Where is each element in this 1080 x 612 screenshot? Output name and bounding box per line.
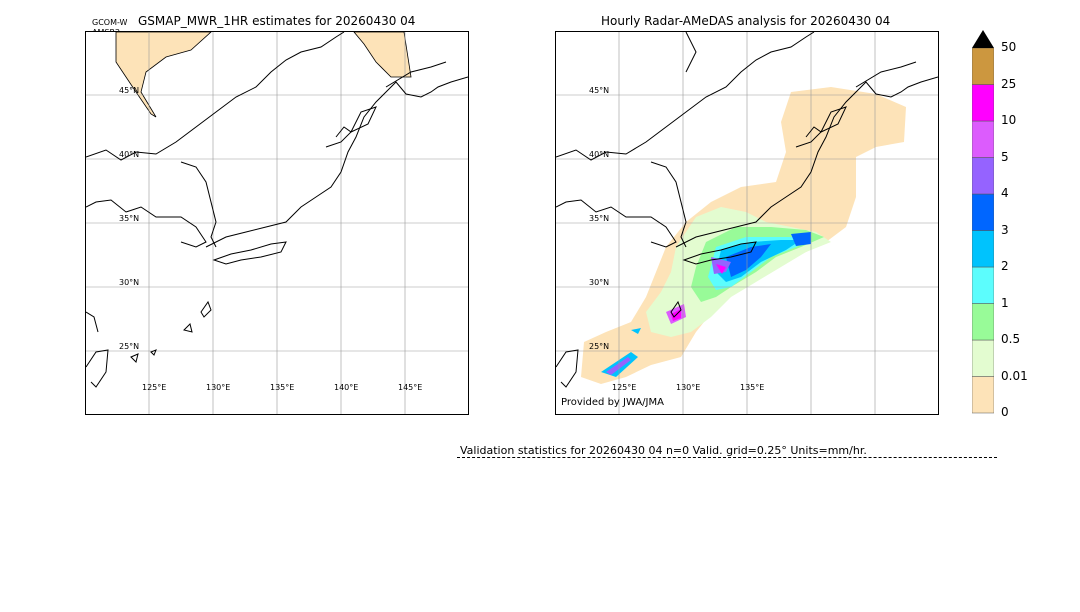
left-lat-label-35: 35°N: [119, 214, 139, 223]
precip-area-north-east: [353, 32, 412, 78]
left-lat-label-40: 40°N: [119, 150, 139, 159]
right-lat-label-30: 30°N: [589, 278, 609, 287]
right-grid: [556, 32, 938, 414]
colorbar-band: [972, 157, 994, 195]
left-coastlines: [86, 32, 468, 388]
colorbar-band: [972, 303, 994, 341]
precip-4-zone: [726, 244, 771, 277]
precip-small-cell: [631, 328, 641, 334]
left-map-svg: 45°N 40°N 35°N 30°N 25°N 125°E 130°E 135…: [86, 32, 468, 414]
colorbar-band: [972, 47, 994, 85]
right-lat-label-25: 25°N: [589, 342, 609, 351]
colorbar-tick-label: 0.5: [1001, 332, 1021, 346]
colorbar-over-arrow: [972, 30, 994, 48]
left-lon-label-135: 135°E: [270, 383, 294, 392]
left-lat-label-25: 25°N: [119, 342, 139, 351]
left-lon-label-125: 125°E: [142, 383, 166, 392]
left-lon-label-145: 145°E: [398, 383, 422, 392]
colorbar-tick-label: 0: [1001, 405, 1009, 419]
colorbar-tick-label: 1: [1001, 295, 1009, 310]
colorbar-bands: [972, 47, 994, 414]
colorbar-tick-label: 5: [1001, 149, 1009, 164]
colorbar: [972, 30, 994, 414]
colorbar-band: [972, 120, 994, 158]
right-map-svg: 45°N 40°N 35°N 30°N 25°N 125°E 130°E 135…: [556, 32, 938, 414]
right-coastlines: [556, 32, 938, 388]
left-map-title: GSMAP_MWR_1HR estimates for 20260430 04: [138, 14, 416, 28]
colorbar-band: [972, 230, 994, 268]
left-lat-label-45: 45°N: [119, 86, 139, 95]
colorbar-band: [972, 193, 994, 231]
colorbar-band: [972, 339, 994, 377]
right-lon-label-135: 135°E: [740, 383, 764, 392]
colorbar-tick-label: 3: [1001, 222, 1009, 237]
precip-area-north-west: [115, 32, 212, 118]
right-lat-label-35: 35°N: [589, 214, 609, 223]
radar-precip-field: [581, 87, 906, 384]
left-lon-label-140: 140°E: [334, 383, 358, 392]
precip-south-core: [606, 357, 631, 375]
validation-divider: [457, 457, 997, 458]
right-lon-label-130: 130°E: [676, 383, 700, 392]
colorbar-tick-label: 10: [1001, 113, 1017, 127]
precip-10-zone: [716, 264, 726, 274]
left-lat-label-30: 30°N: [119, 278, 139, 287]
validation-statistics: Validation statistics for 20260430 04 n=…: [460, 444, 867, 457]
left-lon-label-130: 130°E: [206, 383, 230, 392]
right-lat-label-45: 45°N: [589, 86, 609, 95]
right-lon-label-125: 125°E: [612, 383, 636, 392]
precip-east-core: [791, 232, 811, 246]
colorbar-tick-label: 50: [1001, 40, 1017, 54]
colorbar-band: [972, 266, 994, 304]
satellite-label: GCOM-W: [92, 18, 128, 27]
left-grid: [86, 32, 468, 414]
left-map-panel: 45°N 40°N 35°N 30°N 25°N 125°E 130°E 135…: [85, 31, 469, 415]
right-map-title: Hourly Radar-AMeDAS analysis for 2026043…: [601, 14, 891, 28]
colorbar-tick-label: 4: [1001, 186, 1009, 200]
colorbar-band: [972, 376, 994, 414]
colorbar-band: [972, 84, 994, 122]
provider-credit: Provided by JWA/JMA: [561, 397, 664, 408]
colorbar-tick-label: 2: [1001, 259, 1009, 273]
colorbar-tick-label: 0.01: [1001, 368, 1028, 383]
colorbar-tick-label: 25: [1001, 76, 1017, 91]
right-map-panel: 45°N 40°N 35°N 30°N 25°N 125°E 130°E 135…: [555, 31, 939, 415]
right-lat-label-40: 40°N: [589, 150, 609, 159]
